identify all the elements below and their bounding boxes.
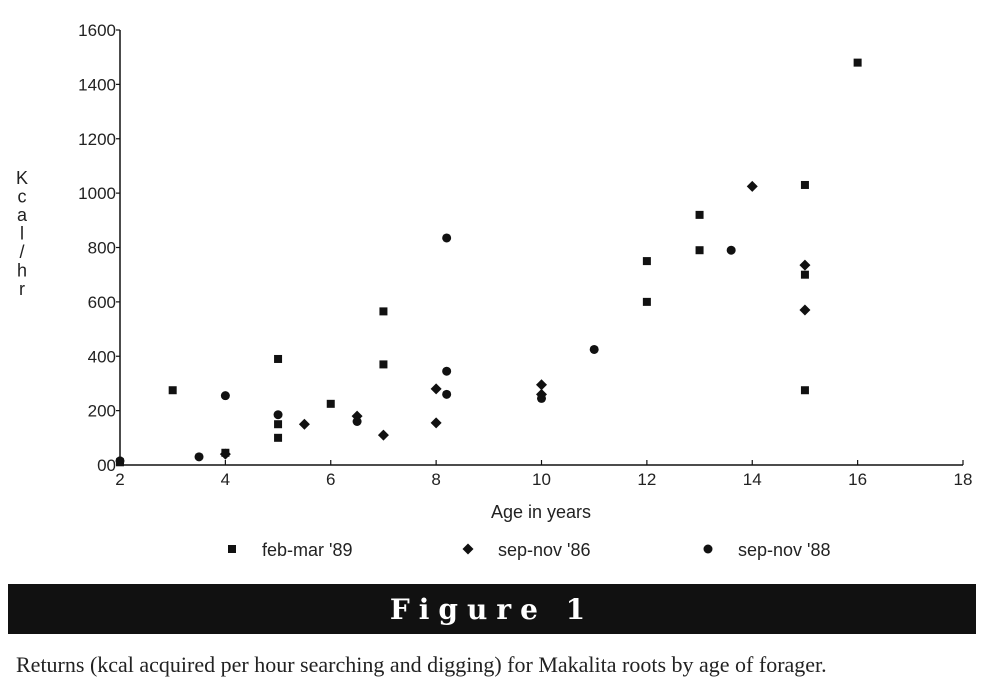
data-point-square bbox=[642, 257, 651, 266]
data-point-square bbox=[274, 420, 283, 429]
data-point-circle bbox=[352, 417, 362, 426]
data-point-diamond bbox=[799, 259, 811, 271]
legend-marker-circle bbox=[703, 544, 713, 554]
data-point-square bbox=[853, 58, 862, 67]
data-point-square bbox=[642, 297, 651, 306]
y-tick-label: 1200 bbox=[78, 130, 116, 149]
scatter-chart: 2 4 6 8 10 12 14 16 18 00 200 400 600 800 1000 1200 1400… bbox=[16, 21, 972, 560]
data-point-square bbox=[800, 270, 809, 279]
legend-label: sep-nov '86 bbox=[498, 540, 591, 560]
y-tick-label: 1400 bbox=[78, 75, 116, 94]
data-point-circle bbox=[537, 393, 546, 403]
data-point-diamond bbox=[430, 383, 442, 395]
data-point-square bbox=[326, 399, 335, 408]
figure-banner: Figure 1 bbox=[8, 584, 976, 634]
data-point-square bbox=[379, 360, 388, 369]
x-tick-label: 2 bbox=[115, 470, 124, 489]
legend-label: sep-nov '88 bbox=[738, 540, 831, 560]
data-point-circle bbox=[589, 344, 599, 354]
data-point-square bbox=[695, 210, 704, 219]
legend-marker-square bbox=[228, 545, 236, 553]
data-points bbox=[115, 58, 862, 467]
data-point-square bbox=[274, 433, 283, 442]
data-point-square bbox=[168, 386, 177, 395]
data-point-circle bbox=[115, 456, 125, 466]
data-point-circle bbox=[442, 233, 452, 243]
legend: feb-mar '89 sep-nov '86 sep-nov '88 bbox=[228, 540, 831, 560]
data-point-square bbox=[800, 180, 809, 189]
y-tick-label: 1600 bbox=[78, 21, 116, 40]
data-point-diamond bbox=[799, 304, 811, 316]
data-point-circle bbox=[442, 366, 452, 376]
legend-marker-diamond bbox=[462, 543, 474, 555]
data-point-square bbox=[274, 354, 283, 363]
data-point-square bbox=[800, 386, 809, 395]
x-tick-label: 8 bbox=[431, 470, 440, 489]
y-tick-label: 400 bbox=[88, 347, 116, 366]
data-point-diamond bbox=[746, 180, 758, 192]
data-point-diamond bbox=[377, 429, 389, 441]
data-point-circle bbox=[194, 452, 204, 462]
tick-labels: 2 4 6 8 10 12 14 16 18 00 200 400 600 800 1000 1200 1400… bbox=[78, 21, 972, 489]
data-point-diamond bbox=[298, 418, 310, 430]
y-tick-label: 200 bbox=[88, 402, 116, 421]
y-tick-label: 800 bbox=[88, 239, 116, 258]
x-axis-title: Age in years bbox=[491, 502, 591, 522]
x-tick-label: 12 bbox=[637, 470, 656, 489]
y-tick-label: 600 bbox=[88, 293, 116, 312]
x-tick-label: 14 bbox=[743, 470, 762, 489]
data-point-square bbox=[379, 307, 388, 316]
y-tick-label: 1000 bbox=[78, 184, 116, 203]
data-point-circle bbox=[726, 245, 736, 255]
data-point-diamond bbox=[430, 417, 442, 429]
data-point-circle bbox=[273, 410, 283, 420]
x-tick-label: 18 bbox=[954, 470, 973, 489]
data-point-circle bbox=[442, 389, 452, 399]
x-tick-label: 10 bbox=[532, 470, 551, 489]
x-tick-label: 16 bbox=[848, 470, 867, 489]
legend-label: feb-mar '89 bbox=[262, 540, 352, 560]
x-tick-label: 6 bbox=[326, 470, 335, 489]
data-point-diamond bbox=[536, 379, 547, 391]
data-point-diamond bbox=[219, 448, 231, 460]
y-tick-label: 00 bbox=[97, 456, 116, 475]
data-point-square bbox=[695, 246, 704, 255]
figure-caption: Returns (kcal acquired per hour searchin… bbox=[16, 652, 827, 677]
x-tick-label: 4 bbox=[221, 470, 230, 489]
data-point-circle bbox=[220, 391, 230, 401]
